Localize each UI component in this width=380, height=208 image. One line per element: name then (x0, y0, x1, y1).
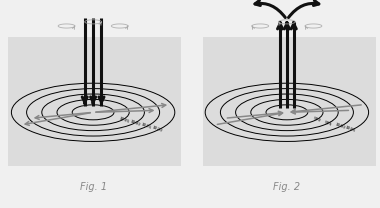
Text: 1025: 1025 (140, 122, 152, 130)
Text: 1000: 1000 (334, 123, 345, 130)
Text: 1005: 1005 (345, 126, 356, 134)
Text: Fig. 1: Fig. 1 (79, 182, 107, 192)
Bar (203, 37, 376, 166)
Bar (8, 37, 180, 166)
Text: 990: 990 (312, 116, 321, 123)
Text: Fig. 2: Fig. 2 (273, 182, 301, 192)
Text: 1020: 1020 (151, 126, 162, 134)
Text: 1035: 1035 (119, 116, 130, 124)
Text: 1030: 1030 (129, 119, 141, 127)
Text: 995: 995 (323, 120, 332, 126)
